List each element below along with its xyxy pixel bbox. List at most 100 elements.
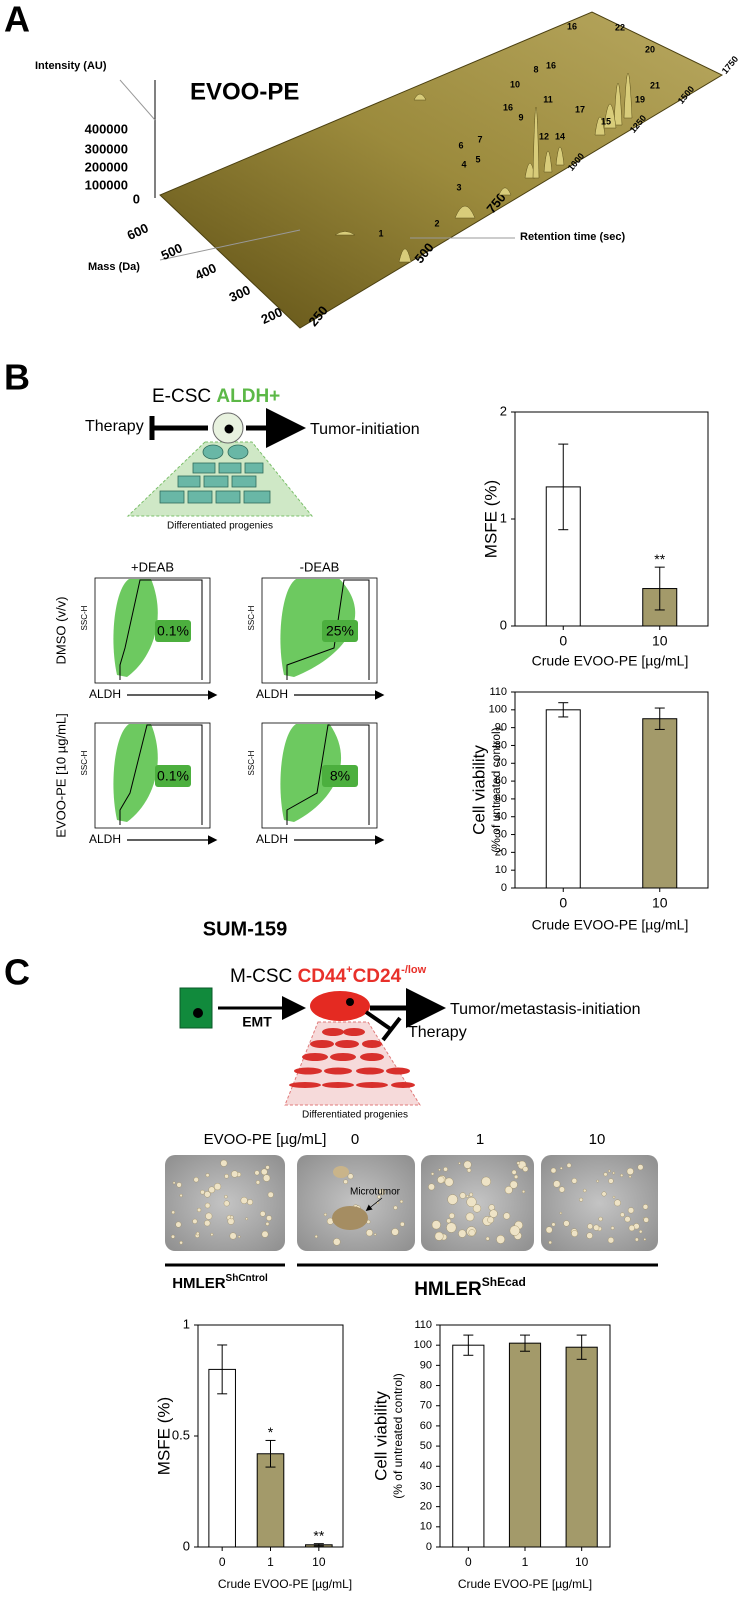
pathway-diagram: M-CSC CD44+CD24-/low EMT Tumor/metastasi…: [179, 964, 641, 1121]
sphere: [481, 1176, 491, 1187]
sphere: [391, 1228, 399, 1236]
sphere: [503, 1212, 511, 1220]
peak-label: 2: [434, 218, 439, 228]
y-axis-label: Cell viability: [371, 1391, 390, 1481]
peak-label: 4: [461, 159, 466, 169]
micrograph: [297, 1155, 415, 1251]
sphere: [179, 1240, 183, 1245]
peak-label: 10: [510, 79, 520, 89]
marker: CD24: [353, 966, 402, 987]
y-tick-label: 30: [495, 828, 507, 840]
nucleus: [193, 1008, 203, 1018]
peak-label: 9: [518, 112, 523, 122]
z-tick-label: 100000: [85, 177, 128, 192]
sphere: [612, 1171, 615, 1175]
sphere: [566, 1163, 572, 1168]
x-axis-label: Crude EVOO-PE [µg/mL]: [532, 917, 689, 933]
sphere: [601, 1191, 607, 1197]
sphere: [373, 1233, 377, 1236]
peak-label: 19: [635, 94, 645, 104]
y-tick-label: 60: [495, 775, 507, 787]
x-axis-label: ALDH: [89, 832, 121, 846]
cell-name: M-CSC: [230, 966, 292, 987]
panel-label: A: [4, 0, 30, 40]
percent-box: [322, 620, 358, 642]
sphere: [551, 1222, 556, 1227]
surface: [159, 11, 724, 329]
column-header: -DEAB: [300, 559, 340, 574]
sphere: [261, 1230, 269, 1238]
sphere: [261, 1168, 268, 1176]
y-tick-label: 30: [420, 1480, 432, 1492]
pathway-diagram: E-CSC ALDH+ Therapy Tumor-initiation Dif…: [85, 386, 420, 532]
y-tick-label: 500: [159, 240, 185, 263]
cell-name: M-CSC CD44+CD24-/low: [230, 964, 427, 987]
nucleus: [224, 424, 234, 434]
sphere: [607, 1237, 615, 1244]
group-sup: ShEcad: [482, 1275, 526, 1289]
group-label: HMLERShEcad: [414, 1275, 526, 1300]
marker-sup: +: [346, 964, 352, 976]
peak-label: 3: [456, 182, 461, 192]
sphere: [171, 1210, 175, 1215]
y-axis-label: (% of untreated control): [391, 1373, 405, 1498]
sphere: [553, 1180, 561, 1188]
sphere: [628, 1175, 632, 1179]
y-tick-label: 70: [495, 757, 507, 769]
percent: 25%: [326, 623, 354, 639]
peak-label: 20: [645, 44, 655, 54]
sphere: [171, 1234, 175, 1239]
label: Therapy: [408, 1024, 467, 1041]
sphere: [443, 1166, 448, 1172]
x-tick-label: 10: [652, 633, 668, 649]
dose: 1: [476, 1131, 484, 1148]
peak: [498, 187, 512, 196]
y-tick-label: 80: [495, 739, 507, 751]
percent-box: [155, 765, 191, 787]
x-tick-label: 10: [652, 895, 668, 911]
x-tick-label: 10: [312, 1555, 326, 1569]
sphere: [459, 1192, 466, 1199]
x-tick-label: 0: [559, 895, 567, 911]
z-tick-label: 200000: [85, 159, 128, 174]
sphere: [514, 1174, 519, 1179]
peak-label: 22: [615, 22, 625, 32]
y-tick-label: 110: [489, 686, 507, 698]
plot-frame: [514, 691, 709, 889]
peak: [594, 116, 606, 136]
sphere: [204, 1202, 211, 1209]
flow-cytometry: SUM-159 +DEAB -DEAB DMSO (v/v) EVOO-PE [10 …: [53, 559, 385, 940]
sphere: [571, 1230, 578, 1237]
y-tick-label: 90: [420, 1359, 432, 1371]
sphere: [583, 1188, 587, 1193]
sphere: [643, 1217, 649, 1223]
x-axis-label: ALDH: [256, 832, 288, 846]
plot-title: EVOO-PE: [190, 78, 299, 105]
peak: [603, 104, 617, 129]
marker: ALDH+: [216, 386, 280, 407]
sphere: [255, 1180, 261, 1185]
sphere: [347, 1173, 354, 1180]
peak: [398, 248, 412, 263]
sphere: [472, 1204, 482, 1213]
sphere: [214, 1183, 222, 1191]
sphere: [210, 1233, 214, 1237]
label: Differentiated progenies: [167, 521, 273, 532]
cell-cloud: [113, 579, 158, 677]
x-tick-label: 10: [575, 1555, 589, 1569]
sphere: [559, 1166, 563, 1170]
bar: [256, 1453, 285, 1548]
percent: 8%: [330, 768, 350, 784]
column-header: +DEAB: [131, 559, 174, 574]
y-tick-label: 400: [193, 260, 219, 283]
sphere: [489, 1209, 498, 1218]
y-tick-label: 10: [495, 864, 507, 876]
cell-name: E-CSC: [152, 386, 211, 407]
error-bar: [313, 1543, 324, 1547]
sphere: [175, 1221, 182, 1228]
axis-guide: [159, 229, 301, 261]
sphere: [458, 1162, 461, 1165]
y-tick-label: 100: [489, 704, 507, 716]
sphere: [200, 1189, 205, 1195]
sphere: [447, 1194, 458, 1205]
